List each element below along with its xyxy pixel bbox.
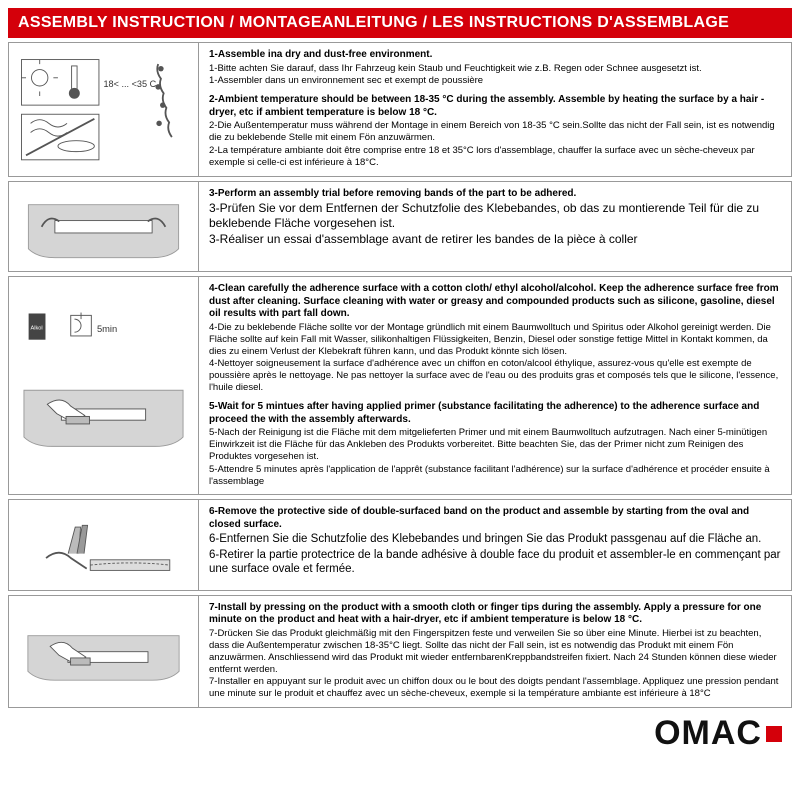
header-title: ASSEMBLY INSTRUCTION / MONTAGEANLEITUNG …: [8, 8, 792, 38]
instruction-line: 4-Clean carefully the adherence surface …: [209, 283, 781, 321]
svg-text:18< ... <35 C: 18< ... <35 C: [104, 79, 157, 89]
instruction-line: 7-Install by pressing on the product wit…: [209, 602, 781, 627]
brand-logo: OMAC: [654, 714, 782, 753]
temp-dry-icon: 18< ... <35 C: [9, 43, 199, 176]
logo-row: OMAC: [8, 714, 792, 753]
instruction-line: 6-Retirer la partie protectrice de la ba…: [209, 548, 781, 577]
press-install-icon: [9, 596, 199, 707]
instruction-line: 5-Wait for 5 mintues after having applie…: [209, 401, 781, 426]
step-4-5-text: 4-Clean carefully the adherence surface …: [199, 277, 791, 494]
instruction-line: 1-Assembler dans un environnement sec et…: [209, 75, 781, 87]
step-6: 6-Remove the protective side of double-s…: [8, 499, 792, 591]
svg-text:Alkol: Alkol: [30, 326, 42, 332]
instruction-line: 1-Bitte achten Sie darauf, dass Ihr Fahr…: [209, 63, 781, 75]
instruction-line: 6-Remove the protective side of double-s…: [209, 506, 781, 531]
step-3-text: 3-Perform an assembly trial before remov…: [199, 182, 791, 272]
instruction-line: 6-Entfernen Sie die Schutzfolie des Kleb…: [209, 532, 781, 546]
instruction-line: 1-Assemble ina dry and dust-free environ…: [209, 49, 781, 62]
instruction-line: 4-Die zu beklebende Fläche sollte vor de…: [209, 322, 781, 358]
instruction-line: 2-Die Außentemperatur muss während der M…: [209, 120, 781, 144]
svg-text:5min: 5min: [97, 325, 117, 335]
brand-logo-dot: [766, 726, 782, 742]
step-6-text: 6-Remove the protective side of double-s…: [199, 500, 791, 590]
instruction-line: 5-Nach der Reinigung ist die Fläche mit …: [209, 427, 781, 463]
instruction-line: 2-La température ambiante doit être comp…: [209, 145, 781, 169]
page: ASSEMBLY INSTRUCTION / MONTAGEANLEITUNG …: [0, 0, 800, 761]
step-3: 3-Perform an assembly trial before remov…: [8, 181, 792, 273]
instruction-line: 7-Installer en appuyant sur le produit a…: [209, 676, 781, 700]
trial-fit-icon: [9, 182, 199, 272]
instruction-line: 2-Ambient temperature should be between …: [209, 94, 781, 119]
step-1-2-text: 1-Assemble ina dry and dust-free environ…: [199, 43, 791, 176]
step-4-5: Alkol 5min 4-Clean carefully the adheren…: [8, 276, 792, 495]
brand-logo-text: OMAC: [654, 714, 762, 753]
instruction-line: 7-Drücken Sie das Produkt gleichmäßig mi…: [209, 628, 781, 676]
step-1-2: 18< ... <35 C 1-Assemble ina dry and dus…: [8, 42, 792, 177]
step-7-text: 7-Install by pressing on the product wit…: [199, 596, 791, 707]
instruction-line: 4-Nettoyer soigneusement la surface d'ad…: [209, 358, 781, 394]
remove-tape-icon: [9, 500, 199, 590]
instruction-line: 3-Perform an assembly trial before remov…: [209, 188, 781, 201]
instruction-line: 5-Attendre 5 minutes après l'application…: [209, 464, 781, 488]
instruction-line: 3-Prüfen Sie vor dem Entfernen der Schut…: [209, 201, 781, 231]
instruction-line: 3-Réaliser un essai d'assemblage avant d…: [209, 232, 781, 247]
clean-wait-icon: Alkol 5min: [9, 277, 199, 494]
step-7: 7-Install by pressing on the product wit…: [8, 595, 792, 708]
